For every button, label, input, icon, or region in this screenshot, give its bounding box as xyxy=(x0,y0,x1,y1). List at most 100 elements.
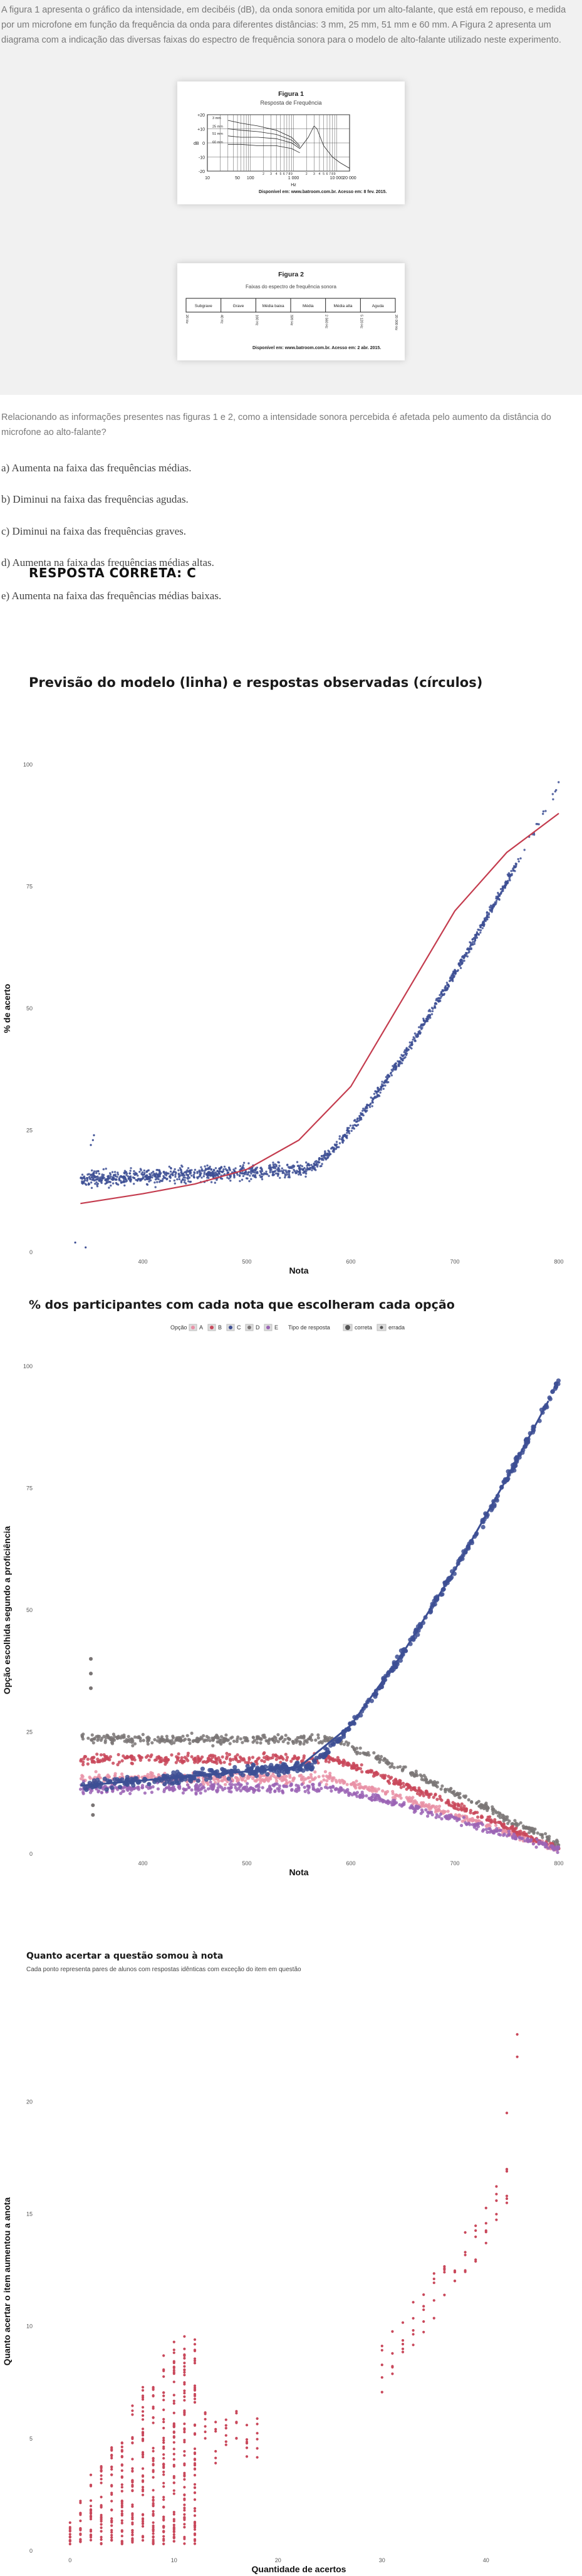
chart2-point xyxy=(444,1790,447,1794)
chart1-point xyxy=(148,1178,150,1181)
chart2-point xyxy=(147,1782,152,1787)
chart2-point xyxy=(170,1753,174,1757)
chart2-point xyxy=(103,1741,107,1744)
chart3-point xyxy=(141,2535,145,2538)
chart2-point xyxy=(165,1758,169,1762)
chart1-point xyxy=(299,1164,302,1167)
chart1-point xyxy=(275,1164,278,1166)
figure1-xtick: 10 000 xyxy=(330,176,344,181)
chart2-point xyxy=(410,1773,413,1777)
chart2-point xyxy=(469,1811,472,1814)
chart3-point xyxy=(193,2507,197,2510)
chart1-point xyxy=(81,1178,83,1180)
chart3-point xyxy=(79,2533,82,2537)
chart2-point xyxy=(451,1801,455,1804)
chart3-point xyxy=(235,2421,238,2424)
chart1-point xyxy=(348,1132,351,1134)
chart2-point xyxy=(307,1791,311,1794)
chart2-point xyxy=(268,1784,272,1788)
chart1-point xyxy=(349,1124,352,1127)
chart2-point xyxy=(307,1776,311,1780)
chart2-point xyxy=(226,1776,231,1781)
chart2-point xyxy=(470,1823,475,1826)
chart2-point xyxy=(229,1786,233,1789)
chart2-point xyxy=(235,1788,239,1792)
figure2-freq: 2 560 Hz xyxy=(325,315,328,328)
chart1-point xyxy=(306,1166,309,1169)
chart2-point xyxy=(219,1735,224,1739)
chart3-point xyxy=(120,2450,123,2453)
chart2-point xyxy=(284,1734,288,1737)
chart2-point xyxy=(324,1739,328,1743)
chart2-point xyxy=(549,1841,553,1845)
chart2-point xyxy=(254,1773,259,1779)
chart3-point xyxy=(193,2514,197,2517)
chart2-point xyxy=(309,1772,313,1777)
chart3-ytick: 15 xyxy=(26,2211,33,2217)
chart2-legend-dot xyxy=(247,1326,251,1329)
chart3-point xyxy=(110,2524,113,2527)
chart1-point xyxy=(151,1176,153,1179)
chart2-xtick: 400 xyxy=(138,1860,147,1867)
chart3-point xyxy=(516,2055,519,2058)
chart2-point xyxy=(427,1811,430,1815)
chart2-legend-type: errada xyxy=(388,1324,405,1331)
chart2-point xyxy=(105,1734,109,1737)
chart2-point xyxy=(327,1760,331,1764)
chart2-point xyxy=(439,1787,443,1791)
chart1-point xyxy=(338,1135,341,1138)
chart2-point xyxy=(374,1756,378,1760)
chart1-point xyxy=(208,1173,210,1176)
chart2-point xyxy=(493,1820,497,1824)
chart2-point xyxy=(83,1755,88,1759)
chart1-point xyxy=(418,1030,421,1032)
chart3-point xyxy=(214,2430,217,2433)
chart3-ytick: 10 xyxy=(26,2323,33,2330)
chart2-point xyxy=(107,1757,110,1761)
alternative-d[interactable]: d) Aumenta na faixa das frequências médi… xyxy=(1,557,214,568)
chart2-point xyxy=(325,1783,328,1786)
chart2-point xyxy=(255,1766,260,1771)
chart2-point xyxy=(393,1778,398,1781)
chart2-point xyxy=(189,1777,194,1782)
alternative-b[interactable]: b) Diminui na faixa das frequências agud… xyxy=(1,493,189,505)
chart2-point xyxy=(302,1734,306,1738)
chart1-point xyxy=(214,1181,216,1184)
chart1-point xyxy=(143,1169,145,1172)
chart3-point xyxy=(89,2528,93,2531)
alternative-a[interactable]: a) Aumenta na faixa das frequências médi… xyxy=(1,462,192,474)
chart1-point xyxy=(287,1176,290,1178)
chart3-point xyxy=(68,2521,71,2524)
chart2-point xyxy=(224,1733,228,1737)
chart1-point xyxy=(137,1178,140,1180)
chart1-ytick: 100 xyxy=(23,762,33,768)
chart1-point xyxy=(320,1165,323,1168)
chart1-point xyxy=(272,1161,274,1164)
chart2-point xyxy=(254,1779,258,1783)
chart2-point xyxy=(174,1761,178,1764)
chart3-point xyxy=(183,2497,186,2500)
alternative-e[interactable]: e) Aumenta na faixa das frequências médi… xyxy=(1,590,222,602)
alternative-c[interactable]: c) Diminui na faixa das frequências grav… xyxy=(1,525,187,537)
chart3-point xyxy=(380,2376,383,2379)
chart2-point xyxy=(217,1740,221,1744)
chart3-point xyxy=(152,2463,155,2466)
chart1-point xyxy=(180,1168,182,1171)
figure1-xtick: 20 000 xyxy=(343,176,356,181)
chart3-point xyxy=(131,2503,134,2506)
chart3-point xyxy=(162,2399,165,2402)
chart2-point xyxy=(353,1792,356,1796)
chart2-point xyxy=(262,1760,266,1764)
chart1-point xyxy=(254,1175,256,1178)
chart1-point xyxy=(507,874,510,877)
chart2-point xyxy=(388,1777,392,1781)
chart2-point xyxy=(317,1775,321,1779)
chart2-point xyxy=(282,1784,286,1788)
chart2-point xyxy=(210,1783,214,1787)
chart2-point xyxy=(187,1737,190,1741)
chart2-point xyxy=(421,1792,425,1796)
chart3-point xyxy=(183,2516,186,2520)
chart2-point xyxy=(229,1779,233,1783)
chart2-point xyxy=(309,1765,314,1771)
chart3-point xyxy=(152,2532,155,2535)
